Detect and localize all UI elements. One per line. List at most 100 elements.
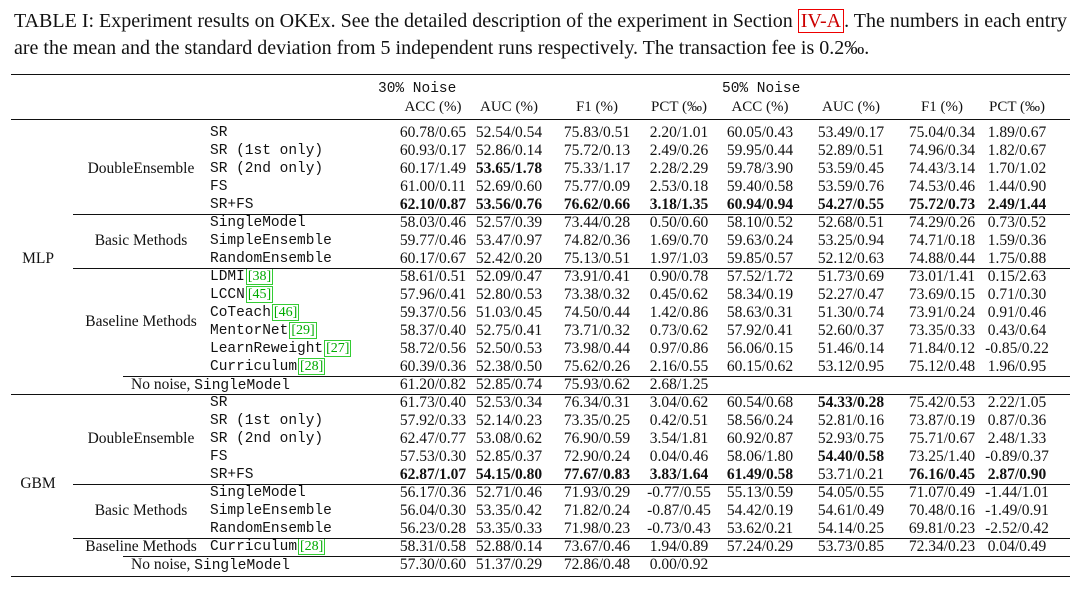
table-cell: -0.77/0.55 [647,484,711,501]
caption-suffix: . The numbers in each entry are the mean… [14,10,1068,59]
method-name: LDMI [38] [210,268,274,286]
table-cell: 53.59/0.45 [817,160,885,177]
table-rule [73,214,1070,215]
table-cell: 3.83/1.64 [649,466,709,483]
column-header: F1 (%) [920,99,964,115]
table-cell: 76.90/0.59 [563,430,631,447]
method-name: LearnReweight [27] [210,340,352,358]
table-cell: 51.73/0.69 [817,268,885,285]
table-cell: 75.42/0.53 [908,394,976,411]
method-label: SR (2nd only) [210,161,324,177]
method-label: CoTeach [210,305,271,321]
table-cell: 54.33/0.28 [817,394,885,411]
table-cell: -1.49/0.91 [985,502,1049,519]
table-cell: -0.85/0.22 [985,340,1049,357]
citation-link[interactable]: [46] [271,304,300,321]
table-cell: 52.85/0.74 [475,376,543,393]
table-cell: 56.17/0.36 [399,484,467,501]
method-name: LCCN [45] [210,286,274,304]
table-cell: 58.56/0.24 [726,412,794,429]
table-cell: 59.63/0.24 [726,232,794,249]
table-cell: 58.72/0.56 [399,340,467,357]
method-name: SingleModel [194,378,291,394]
table-cell: 0.87/0.36 [987,412,1047,429]
method-label: SR (1st only) [210,143,324,159]
table-cell: 53.35/0.42 [475,502,543,519]
table-cell: 59.95/0.44 [726,142,794,159]
table-cell: 3.54/1.81 [649,430,709,447]
table-cell: 73.67/0.46 [563,538,631,555]
table-cell: 58.03/0.46 [399,214,467,231]
citation-link[interactable]: [45] [245,286,274,303]
citation-link[interactable]: [29] [289,322,317,339]
column-header: AUC (%) [480,99,538,115]
table-cell: 76.16/0.45 [908,466,976,483]
table-cell: 62.47/0.77 [399,430,467,447]
table-cell: 70.48/0.16 [908,502,976,519]
table-cell: 74.82/0.36 [563,232,631,249]
table-cell: 73.35/0.25 [563,412,631,429]
table-cell: 75.83/0.51 [563,124,631,141]
group-header-30: 30% Noise [378,81,457,97]
table-cell: 52.53/0.34 [475,394,543,411]
column-header: PCT (‰) [651,99,707,115]
method-label: SingleModel [210,215,306,231]
table-cell: 51.03/0.45 [475,304,543,321]
table-cell: 72.34/0.23 [908,538,976,555]
column-header: AUC (%) [822,99,880,115]
table-cell: 0.50/0.60 [649,214,709,231]
table-cell: 75.72/0.13 [563,142,631,159]
table-cell: 54.15/0.80 [475,466,543,483]
table-cell: 1.42/0.86 [649,304,709,321]
table-cell: 0.04/0.49 [987,538,1047,555]
table-cell: 1.89/0.67 [987,124,1047,141]
table-cell: 52.86/0.14 [475,142,543,159]
table-cell: 75.71/0.67 [908,430,976,447]
section-reference-link[interactable]: IV-A [797,9,845,33]
table-cell: 51.37/0.29 [475,556,543,573]
citation-link[interactable]: [38] [245,268,274,285]
category-label: Basic Methods [94,232,188,249]
table-cell: 58.34/0.19 [726,286,794,303]
table-cell: 60.92/0.87 [726,430,794,447]
method-label: SimpleEnsemble [210,233,332,249]
table-cell: 53.08/0.62 [475,430,543,447]
citation-link[interactable]: [27] [324,340,352,357]
table-cell: 53.25/0.94 [817,232,885,249]
table-cell: 3.18/1.35 [649,196,709,213]
category-label: DoubleEnsemble [87,160,195,177]
table-cell: 71.98/0.23 [563,520,631,537]
table-cell: 51.30/0.74 [817,304,885,321]
table-cell: 51.46/0.14 [817,340,885,357]
table-cell: 77.67/0.83 [563,466,631,483]
table-cell: 52.85/0.37 [475,448,543,465]
table-cell: 61.73/0.40 [399,394,467,411]
table-cell: 52.80/0.53 [475,286,543,303]
method-label: LCCN [210,287,245,303]
table-rule [123,376,1070,377]
table-cell: 71.93/0.29 [563,484,631,501]
table-cell: 57.53/0.30 [399,448,467,465]
method-label: FS [210,179,228,195]
table-cell: 0.90/0.78 [649,268,709,285]
table-cell: 60.94/0.94 [726,196,794,213]
method-name: SR (2nd only) [210,430,323,448]
table-cell: 0.43/0.64 [987,322,1047,339]
table-cell: 73.91/0.24 [908,304,976,321]
citation-link[interactable]: [28] [298,358,326,375]
table-cell: 62.87/1.07 [399,466,467,483]
method-name: FS [210,178,227,196]
table-cell: 2.68/1.25 [649,376,709,393]
method-name: SR (1st only) [210,142,323,160]
table-cell: 0.91/0.46 [987,304,1047,321]
table-cell: 2.49/1.44 [987,196,1047,213]
method-label: RandomEnsemble [210,521,332,537]
method-name: RandomEnsemble [210,250,332,268]
table-cell: 53.59/0.76 [817,178,885,195]
table-cell: 0.97/0.86 [649,340,709,357]
table-cell: 2.48/1.33 [987,430,1047,447]
table-cell: 52.60/0.37 [817,322,885,339]
method-label: SR+FS [210,197,254,213]
table-cell: 52.09/0.47 [475,268,543,285]
citation-link[interactable]: [28] [298,538,326,555]
